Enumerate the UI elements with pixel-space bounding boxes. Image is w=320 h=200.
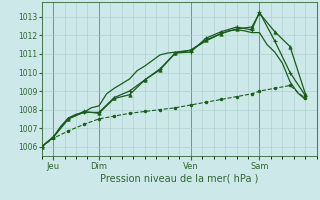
X-axis label: Pression niveau de la mer( hPa ): Pression niveau de la mer( hPa ) xyxy=(100,173,258,183)
